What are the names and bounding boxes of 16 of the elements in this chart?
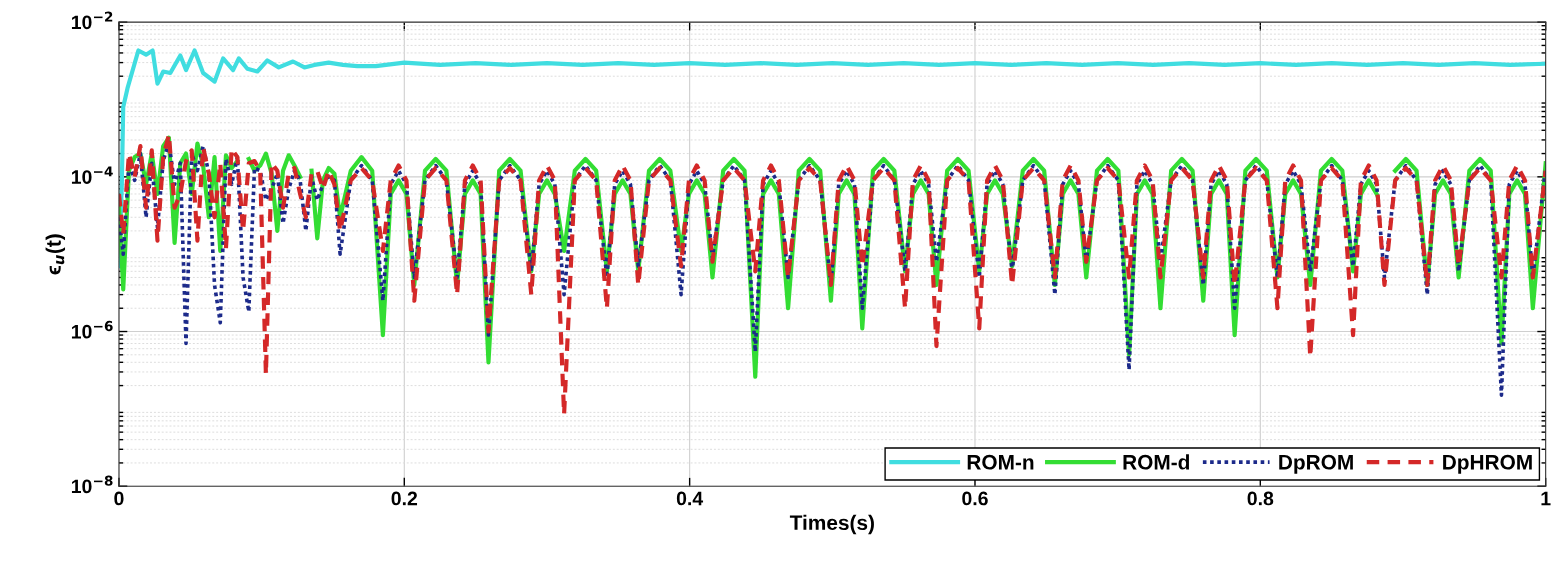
legend-label: DpHROM <box>1443 454 1532 474</box>
legend-label: ROM-n <box>967 454 1034 470</box>
y-tick-label: 10$^{−8}$ <box>71 475 113 494</box>
x-tick-label: 0.4 <box>676 491 704 506</box>
y-tick-label: 10$^{−6}$ <box>71 320 113 339</box>
x-tick-label: 1 <box>1541 491 1551 506</box>
x-tick-label: 0.6 <box>962 491 988 506</box>
y-tick-label: 10$^{−2}$ <box>71 11 113 30</box>
legend-label: ROM-d <box>1123 454 1190 470</box>
legend-label: DpROM <box>1279 454 1353 474</box>
x-tick-label: 0 <box>114 491 124 506</box>
x-axis-title: Times(s) <box>789 514 874 535</box>
x-tick-label: 0.8 <box>1247 491 1274 506</box>
y-tick-label: 10$^{−4}$ <box>71 166 113 184</box>
x-tick-label: 0.2 <box>391 491 418 506</box>
y-axis-title: ϵ$_{u}$(t) <box>45 234 66 275</box>
